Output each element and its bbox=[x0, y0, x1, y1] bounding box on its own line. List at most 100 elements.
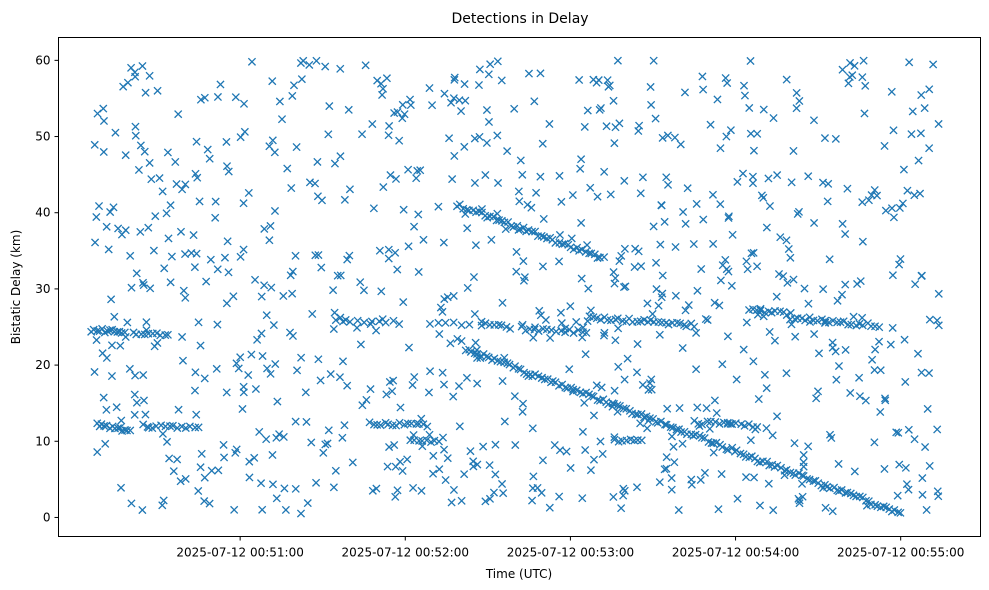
detection-point bbox=[855, 392, 864, 401]
detection-point bbox=[132, 269, 141, 278]
detection-point bbox=[538, 139, 547, 148]
detection-point bbox=[416, 166, 425, 175]
detection-point bbox=[362, 395, 371, 404]
detection-point bbox=[390, 108, 399, 118]
detection-point bbox=[753, 422, 762, 432]
detection-point bbox=[880, 141, 889, 150]
detection-point bbox=[138, 505, 147, 515]
detection-point bbox=[738, 169, 748, 178]
detection-point bbox=[636, 419, 645, 428]
detection-point bbox=[600, 328, 609, 337]
detection-point bbox=[176, 227, 186, 236]
detection-point bbox=[439, 445, 449, 454]
detection-point bbox=[748, 179, 758, 188]
detection-point bbox=[813, 316, 822, 325]
detection-point bbox=[258, 351, 267, 361]
detection-point bbox=[762, 384, 771, 393]
detection-point bbox=[178, 185, 187, 194]
detection-point bbox=[678, 343, 687, 353]
detection-point bbox=[265, 142, 274, 151]
detection-point bbox=[396, 403, 405, 412]
detection-point bbox=[258, 505, 267, 514]
detection-point bbox=[205, 154, 214, 163]
detection-point bbox=[441, 475, 450, 485]
detection-point bbox=[655, 330, 664, 339]
detection-point bbox=[575, 75, 584, 85]
detection-point bbox=[487, 235, 496, 244]
detection-point bbox=[292, 143, 301, 152]
detection-point bbox=[460, 142, 469, 151]
detection-point bbox=[272, 494, 281, 503]
detection-point bbox=[159, 496, 168, 505]
detection-point bbox=[449, 94, 458, 103]
y-axis-label: Bistatic Delay (km) bbox=[9, 230, 23, 345]
detection-point bbox=[787, 178, 796, 187]
detection-point bbox=[749, 357, 758, 366]
detection-point bbox=[648, 309, 657, 319]
detection-point bbox=[557, 197, 566, 206]
detection-point bbox=[263, 364, 272, 373]
detection-point bbox=[620, 375, 629, 384]
detection-point bbox=[441, 318, 450, 327]
detection-point bbox=[859, 56, 868, 65]
detection-point bbox=[615, 401, 624, 410]
detection-point bbox=[651, 114, 660, 123]
detection-point bbox=[600, 253, 609, 262]
detection-point bbox=[881, 396, 890, 405]
detection-point bbox=[303, 499, 312, 508]
detection-point bbox=[345, 185, 354, 194]
detection-point bbox=[200, 497, 209, 506]
detection-point bbox=[881, 206, 890, 215]
detection-point bbox=[589, 455, 599, 464]
y-tick-label: 20 bbox=[35, 358, 50, 372]
detection-point bbox=[365, 418, 374, 427]
detection-point bbox=[262, 435, 271, 444]
detection-point bbox=[620, 176, 629, 185]
detection-point bbox=[837, 290, 847, 299]
detection-point bbox=[308, 309, 317, 319]
detection-point bbox=[647, 100, 656, 109]
detection-point bbox=[848, 71, 857, 80]
detection-point bbox=[378, 90, 387, 99]
detection-point bbox=[519, 223, 528, 232]
detection-point bbox=[99, 393, 108, 402]
detection-point bbox=[457, 321, 466, 330]
detection-point bbox=[280, 484, 289, 493]
detection-point bbox=[536, 172, 545, 181]
detection-point bbox=[849, 491, 858, 500]
detection-point bbox=[422, 436, 431, 445]
detection-point bbox=[116, 483, 126, 492]
detection-point bbox=[705, 424, 714, 433]
detection-point bbox=[779, 272, 788, 281]
detection-point bbox=[697, 433, 706, 442]
detection-point bbox=[662, 453, 671, 462]
detection-point bbox=[647, 385, 656, 394]
detection-point bbox=[440, 294, 449, 304]
detection-point bbox=[470, 134, 479, 143]
detection-point bbox=[257, 292, 266, 301]
detection-point bbox=[803, 474, 812, 484]
detection-point bbox=[239, 99, 249, 108]
detection-point bbox=[361, 61, 370, 70]
detection-point bbox=[485, 212, 495, 221]
detection-point bbox=[538, 456, 547, 465]
detection-point bbox=[489, 488, 498, 497]
detection-point bbox=[600, 167, 609, 176]
detection-point bbox=[702, 404, 711, 413]
detection-point bbox=[277, 115, 287, 124]
detection-point bbox=[462, 373, 471, 382]
detection-point bbox=[516, 156, 525, 165]
detection-point bbox=[769, 506, 778, 515]
detection-point bbox=[637, 436, 646, 445]
detection-point bbox=[770, 336, 779, 345]
detection-point bbox=[598, 449, 607, 458]
detection-point bbox=[662, 420, 671, 429]
detection-point bbox=[875, 323, 884, 332]
detection-point bbox=[843, 184, 852, 193]
detection-point bbox=[324, 130, 333, 139]
detection-point bbox=[123, 318, 132, 327]
detection-point bbox=[143, 422, 152, 431]
detection-point bbox=[314, 355, 323, 364]
detection-point bbox=[438, 307, 447, 316]
detection-point bbox=[718, 442, 727, 452]
